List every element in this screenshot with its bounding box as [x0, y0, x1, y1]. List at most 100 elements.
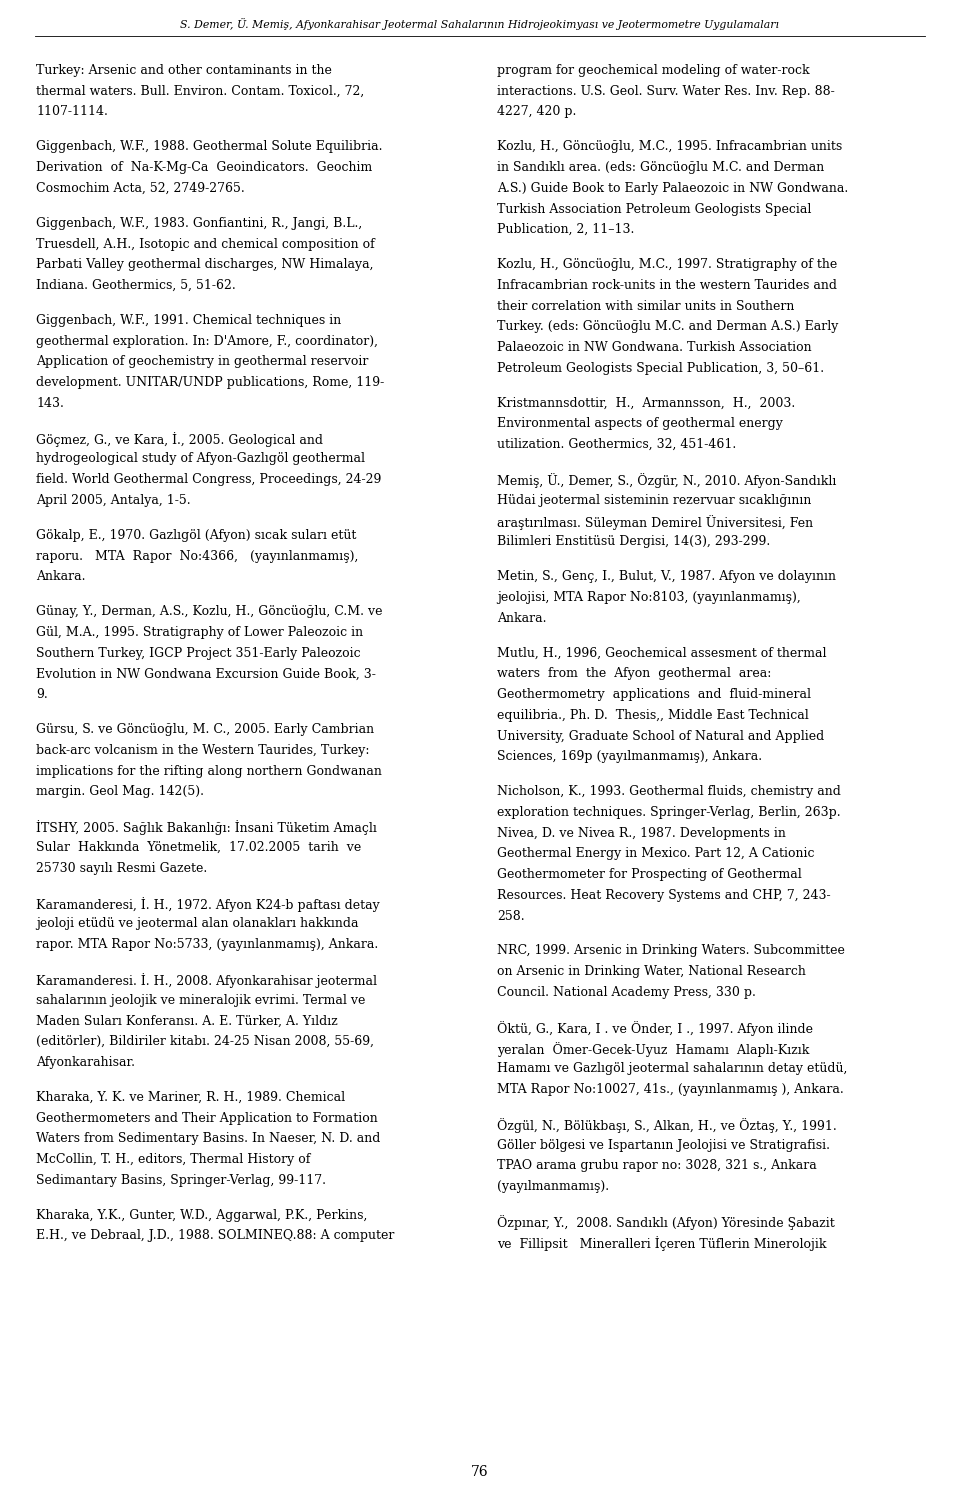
- Text: Giggenbach, W.F., 1991. Chemical techniques in: Giggenbach, W.F., 1991. Chemical techniq…: [36, 314, 342, 327]
- Text: TPAO arama grubu rapor no: 3028, 321 s., Ankara: TPAO arama grubu rapor no: 3028, 321 s.,…: [497, 1159, 817, 1172]
- Text: Publication, 2, 11–13.: Publication, 2, 11–13.: [497, 224, 635, 236]
- Text: Günay, Y., Derman, A.S., Kozlu, H., Göncüoğlu, C.M. ve: Günay, Y., Derman, A.S., Kozlu, H., Gönc…: [36, 605, 383, 618]
- Text: field. World Geothermal Congress, Proceedings, 24-29: field. World Geothermal Congress, Procee…: [36, 473, 382, 486]
- Text: Waters from Sedimentary Basins. In Naeser, N. D. and: Waters from Sedimentary Basins. In Naese…: [36, 1132, 381, 1145]
- Text: yeralan  Ömer-Gecek-Uyuz  Hamamı  Alaplı-Kızık: yeralan Ömer-Gecek-Uyuz Hamamı Alaplı-Kı…: [497, 1042, 809, 1057]
- Text: A.S.) Guide Book to Early Palaeozoic in NW Gondwana.: A.S.) Guide Book to Early Palaeozoic in …: [497, 182, 849, 195]
- Text: Palaeozoic in NW Gondwana. Turkish Association: Palaeozoic in NW Gondwana. Turkish Assoc…: [497, 341, 812, 354]
- Text: Geothermometer for Prospecting of Geothermal: Geothermometer for Prospecting of Geothe…: [497, 868, 802, 881]
- Text: rapor. MTA Rapor No:5733, (yayınlanmamış), Ankara.: rapor. MTA Rapor No:5733, (yayınlanmamış…: [36, 938, 379, 952]
- Text: 143.: 143.: [36, 396, 64, 410]
- Text: Kharaka, Y.K., Gunter, W.D., Aggarwal, P.K., Perkins,: Kharaka, Y.K., Gunter, W.D., Aggarwal, P…: [36, 1208, 368, 1222]
- Text: geothermal exploration. In: D'Amore, F., coordinator),: geothermal exploration. In: D'Amore, F.,…: [36, 335, 378, 348]
- Text: Derivation  of  Na-K-Mg-Ca  Geoindicators.  Geochim: Derivation of Na-K-Mg-Ca Geoindicators. …: [36, 161, 372, 174]
- Text: Karamanderesi, İ. H., 1972. Afyon K24-b paftası detay: Karamanderesi, İ. H., 1972. Afyon K24-b …: [36, 896, 380, 911]
- Text: McCollin, T. H., editors, Thermal History of: McCollin, T. H., editors, Thermal Histor…: [36, 1153, 311, 1166]
- Text: Afyonkarahisar.: Afyonkarahisar.: [36, 1055, 135, 1069]
- Text: Gürsu, S. ve Göncüoğlu, M. C., 2005. Early Cambrian: Gürsu, S. ve Göncüoğlu, M. C., 2005. Ear…: [36, 723, 374, 735]
- Text: 258.: 258.: [497, 910, 525, 923]
- Text: Özpınar, Y.,  2008. Sandıklı (Afyon) Yöresinde Şabazit: Özpınar, Y., 2008. Sandıklı (Afyon) Yöre…: [497, 1216, 835, 1231]
- Text: E.H., ve Debraal, J.D., 1988. SOLMINEQ.88: A computer: E.H., ve Debraal, J.D., 1988. SOLMINEQ.8…: [36, 1229, 395, 1243]
- Text: Council. National Academy Press, 330 p.: Council. National Academy Press, 330 p.: [497, 986, 756, 998]
- Text: Geothermal Energy in Mexico. Part 12, A Cationic: Geothermal Energy in Mexico. Part 12, A …: [497, 848, 815, 860]
- Text: Öktü, G., Kara, I . ve Önder, I ., 1997. Afyon ilinde: Öktü, G., Kara, I . ve Önder, I ., 1997.…: [497, 1021, 813, 1036]
- Text: araştırılması. Süleyman Demirel Üniversitesi, Fen: araştırılması. Süleyman Demirel Üniversi…: [497, 515, 813, 530]
- Text: Mutlu, H., 1996, Geochemical assesment of thermal: Mutlu, H., 1996, Geochemical assesment o…: [497, 647, 827, 659]
- Text: 4227, 420 p.: 4227, 420 p.: [497, 105, 577, 119]
- Text: Environmental aspects of geothermal energy: Environmental aspects of geothermal ener…: [497, 417, 783, 431]
- Text: hydrogeological study of Afyon-Gazlıgöl geothermal: hydrogeological study of Afyon-Gazlıgöl …: [36, 452, 366, 465]
- Text: Geothermometry  applications  and  fluid-mineral: Geothermometry applications and fluid-mi…: [497, 687, 811, 701]
- Text: Ankara.: Ankara.: [497, 612, 547, 624]
- Text: Sedimantary Basins, Springer-Verlag, 99-117.: Sedimantary Basins, Springer-Verlag, 99-…: [36, 1174, 326, 1187]
- Text: April 2005, Antalya, 1-5.: April 2005, Antalya, 1-5.: [36, 494, 191, 507]
- Text: exploration techniques. Springer-Verlag, Berlin, 263p.: exploration techniques. Springer-Verlag,…: [497, 806, 841, 820]
- Text: Infracambrian rock-units in the western Taurides and: Infracambrian rock-units in the western …: [497, 279, 837, 291]
- Text: their correlation with similar units in Southern: their correlation with similar units in …: [497, 300, 795, 312]
- Text: Kristmannsdottir,  H.,  Armannsson,  H.,  2003.: Kristmannsdottir, H., Armannsson, H., 20…: [497, 396, 796, 410]
- Text: waters  from  the  Afyon  geothermal  area:: waters from the Afyon geothermal area:: [497, 668, 772, 680]
- Text: Göller bölgesi ve Ispartanın Jeolojisi ve Stratigrafisi.: Göller bölgesi ve Ispartanın Jeolojisi v…: [497, 1139, 830, 1151]
- Text: (editörler), Bildiriler kitabı. 24-25 Nisan 2008, 55-69,: (editörler), Bildiriler kitabı. 24-25 Ni…: [36, 1036, 374, 1048]
- Text: (yayılmanmamış).: (yayılmanmamış).: [497, 1180, 610, 1193]
- Text: Göçmez, G., ve Kara, İ., 2005. Geological and: Göçmez, G., ve Kara, İ., 2005. Geologica…: [36, 432, 324, 447]
- Text: Hüdai jeotermal sisteminin rezervuar sıcaklığının: Hüdai jeotermal sisteminin rezervuar sıc…: [497, 494, 811, 507]
- Text: Truesdell, A.H., Isotopic and chemical composition of: Truesdell, A.H., Isotopic and chemical c…: [36, 237, 375, 251]
- Text: sahalarının jeolojik ve mineralojik evrimi. Termal ve: sahalarının jeolojik ve mineralojik evri…: [36, 994, 366, 1007]
- Text: Maden Suları Konferansı. A. E. Türker, A. Yıldız: Maden Suları Konferansı. A. E. Türker, A…: [36, 1015, 338, 1027]
- Text: Giggenbach, W.F., 1983. Gonfiantini, R., Jangi, B.L.,: Giggenbach, W.F., 1983. Gonfiantini, R.,…: [36, 216, 363, 230]
- Text: development. UNITAR/UNDP publications, Rome, 119-: development. UNITAR/UNDP publications, R…: [36, 377, 385, 389]
- Text: Gökalp, E., 1970. Gazlıgöl (Afyon) sıcak suları etüt: Gökalp, E., 1970. Gazlıgöl (Afyon) sıcak…: [36, 528, 357, 542]
- Text: Southern Turkey, IGCP Project 351-Early Paleozoic: Southern Turkey, IGCP Project 351-Early …: [36, 647, 361, 659]
- Text: in Sandıklı area. (eds: Göncüoğlu M.C. and Derman: in Sandıklı area. (eds: Göncüoğlu M.C. a…: [497, 161, 825, 174]
- Text: Giggenbach, W.F., 1988. Geothermal Solute Equilibria.: Giggenbach, W.F., 1988. Geothermal Solut…: [36, 141, 383, 153]
- Text: utilization. Geothermics, 32, 451-461.: utilization. Geothermics, 32, 451-461.: [497, 438, 736, 452]
- Text: Kozlu, H., Göncüoğlu, M.C., 1995. Infracambrian units: Kozlu, H., Göncüoğlu, M.C., 1995. Infrac…: [497, 141, 843, 153]
- Text: 9.: 9.: [36, 687, 48, 701]
- Text: Hamamı ve Gazlıgöl jeotermal sahalarının detay etüdü,: Hamamı ve Gazlıgöl jeotermal sahalarının…: [497, 1063, 848, 1075]
- Text: Application of geochemistry in geothermal reservoir: Application of geochemistry in geotherma…: [36, 356, 369, 368]
- Text: S. Demer, Ü. Memiş, Afyonkarahisar Jeotermal Sahalarının Hidrojeokimyası ve Jeot: S. Demer, Ü. Memiş, Afyonkarahisar Jeote…: [180, 18, 780, 30]
- Text: Petroleum Geologists Special Publication, 3, 50–61.: Petroleum Geologists Special Publication…: [497, 362, 825, 375]
- Text: 76: 76: [471, 1465, 489, 1478]
- Text: ve  Fillipsit   Mineralleri İçeren Tüflerin Minerolojik: ve Fillipsit Mineralleri İçeren Tüflerin…: [497, 1235, 827, 1250]
- Text: Parbati Valley geothermal discharges, NW Himalaya,: Parbati Valley geothermal discharges, NW…: [36, 258, 374, 272]
- Text: raporu.   MTA  Rapor  No:4366,   (yayınlanmamış),: raporu. MTA Rapor No:4366, (yayınlanmamı…: [36, 549, 359, 563]
- Text: Geothermometers and Their Application to Formation: Geothermometers and Their Application to…: [36, 1112, 378, 1124]
- Text: Özgül, N., Bölükbaşı, S., Alkan, H., ve Öztaş, Y., 1991.: Özgül, N., Bölükbaşı, S., Alkan, H., ve …: [497, 1118, 837, 1133]
- Text: Bilimleri Enstitüsü Dergisi, 14(3), 293-299.: Bilimleri Enstitüsü Dergisi, 14(3), 293-…: [497, 536, 771, 548]
- Text: program for geochemical modeling of water-rock: program for geochemical modeling of wate…: [497, 65, 810, 77]
- Text: Turkey. (eds: Göncüoğlu M.C. and Derman A.S.) Early: Turkey. (eds: Göncüoğlu M.C. and Derman …: [497, 320, 839, 333]
- Text: Ankara.: Ankara.: [36, 570, 86, 584]
- Text: on Arsenic in Drinking Water, National Research: on Arsenic in Drinking Water, National R…: [497, 965, 806, 979]
- Text: Indiana. Geothermics, 5, 51-62.: Indiana. Geothermics, 5, 51-62.: [36, 279, 236, 291]
- Text: 25730 sayılı Resmi Gazete.: 25730 sayılı Resmi Gazete.: [36, 862, 207, 875]
- Text: University, Graduate School of Natural and Applied: University, Graduate School of Natural a…: [497, 729, 825, 743]
- Text: Nicholson, K., 1993. Geothermal fluids, chemistry and: Nicholson, K., 1993. Geothermal fluids, …: [497, 785, 841, 799]
- Text: Nivea, D. ve Nivea R., 1987. Developments in: Nivea, D. ve Nivea R., 1987. Development…: [497, 827, 786, 839]
- Text: Cosmochim Acta, 52, 2749-2765.: Cosmochim Acta, 52, 2749-2765.: [36, 182, 245, 195]
- Text: thermal waters. Bull. Environ. Contam. Toxicol., 72,: thermal waters. Bull. Environ. Contam. T…: [36, 84, 365, 98]
- Text: Metin, S., Genç, I., Bulut, V., 1987. Afyon ve dolayının: Metin, S., Genç, I., Bulut, V., 1987. Af…: [497, 570, 836, 584]
- Text: Turkish Association Petroleum Geologists Special: Turkish Association Petroleum Geologists…: [497, 203, 811, 216]
- Text: Kozlu, H., Göncüoğlu, M.C., 1997. Stratigraphy of the: Kozlu, H., Göncüoğlu, M.C., 1997. Strati…: [497, 258, 837, 272]
- Text: Karamanderesi. İ. H., 2008. Afyonkarahisar jeotermal: Karamanderesi. İ. H., 2008. Afyonkarahis…: [36, 973, 377, 988]
- Text: Sular  Hakkında  Yönetmelik,  17.02.2005  tarih  ve: Sular Hakkında Yönetmelik, 17.02.2005 ta…: [36, 841, 362, 854]
- Text: Resources. Heat Recovery Systems and CHP, 7, 243-: Resources. Heat Recovery Systems and CHP…: [497, 889, 831, 902]
- Text: MTA Rapor No:10027, 41s., (yayınlanmamış ), Ankara.: MTA Rapor No:10027, 41s., (yayınlanmamış…: [497, 1084, 844, 1096]
- Text: equilibria., Ph. D.  Thesis,, Middle East Technical: equilibria., Ph. D. Thesis,, Middle East…: [497, 708, 809, 722]
- Text: Turkey: Arsenic and other contaminants in the: Turkey: Arsenic and other contaminants i…: [36, 65, 332, 77]
- Text: jeolojisi, MTA Rapor No:8103, (yayınlanmamış),: jeolojisi, MTA Rapor No:8103, (yayınlanm…: [497, 591, 801, 603]
- Text: Sciences, 169p (yayılmanmamış), Ankara.: Sciences, 169p (yayılmanmamış), Ankara.: [497, 750, 762, 763]
- Text: margin. Geol Mag. 142(5).: margin. Geol Mag. 142(5).: [36, 785, 204, 799]
- Text: Gül, M.A., 1995. Stratigraphy of Lower Paleozoic in: Gül, M.A., 1995. Stratigraphy of Lower P…: [36, 626, 364, 639]
- Text: Evolution in NW Gondwana Excursion Guide Book, 3-: Evolution in NW Gondwana Excursion Guide…: [36, 668, 376, 680]
- Text: back-arc volcanism in the Western Taurides, Turkey:: back-arc volcanism in the Western Taurid…: [36, 744, 370, 757]
- Text: NRC, 1999. Arsenic in Drinking Waters. Subcommittee: NRC, 1999. Arsenic in Drinking Waters. S…: [497, 944, 845, 958]
- Text: Memiş, Ü., Demer, S., Özgür, N., 2010. Afyon-Sandıklı: Memiş, Ü., Demer, S., Özgür, N., 2010. A…: [497, 473, 837, 488]
- Text: implications for the rifting along northern Gondwanan: implications for the rifting along north…: [36, 764, 382, 778]
- Text: Kharaka, Y. K. ve Mariner, R. H., 1989. Chemical: Kharaka, Y. K. ve Mariner, R. H., 1989. …: [36, 1091, 346, 1103]
- Text: İTSHY, 2005. Sağlık Bakanlığı: İnsani Tüketim Amaçlı: İTSHY, 2005. Sağlık Bakanlığı: İnsani Tü…: [36, 820, 377, 835]
- Text: 1107-1114.: 1107-1114.: [36, 105, 108, 119]
- Text: jeoloji etüdü ve jeotermal alan olanakları hakkında: jeoloji etüdü ve jeotermal alan olanakla…: [36, 917, 359, 931]
